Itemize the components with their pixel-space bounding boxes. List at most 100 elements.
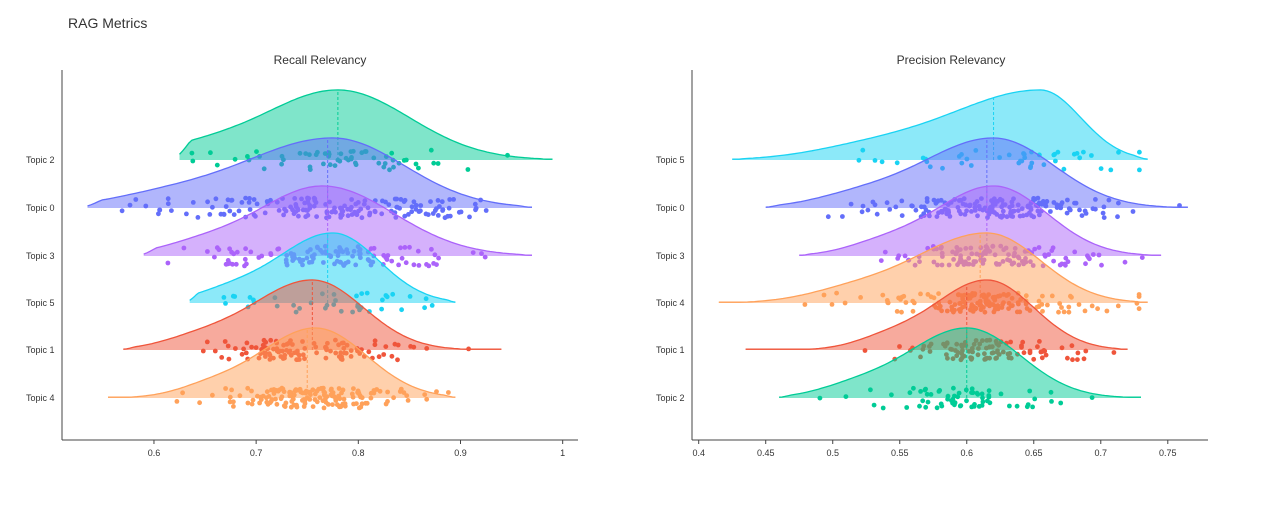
recall-relevancy-topic-4-point xyxy=(336,393,342,399)
precision-relevancy-topic-2-point xyxy=(1058,400,1064,406)
recall-relevancy-topic-4-point xyxy=(231,404,236,409)
precision-relevancy-topic-2-point xyxy=(843,394,849,399)
recall-relevancy-topic-4-point xyxy=(383,401,389,407)
recall-relevancy-topic-4-point xyxy=(398,386,404,392)
precision-relevancy-topic-0-point xyxy=(1041,201,1047,207)
recall-relevancy-topic-0-point xyxy=(165,201,171,207)
recall-relevancy-topic-4-point xyxy=(336,386,342,391)
precision-relevancy-topic-4-point xyxy=(829,302,835,307)
recall-relevancy-topic-0-point xyxy=(423,211,429,217)
recall-relevancy-topic-2-point xyxy=(254,149,259,155)
precision-relevancy-topic-0-point xyxy=(913,207,919,213)
precision-relevancy-topic-4-point xyxy=(1104,308,1110,314)
recall-relevancy-topic-5-point xyxy=(380,297,385,303)
recall-relevancy-topic-0-point xyxy=(411,199,417,205)
recall-relevancy-topic-0-point xyxy=(236,208,242,214)
precision-relevancy-topic-2-point xyxy=(868,387,873,393)
recall-relevancy-topic-3-point xyxy=(411,262,417,268)
precision-relevancy-topic-5-point xyxy=(879,159,885,165)
recall-relevancy-topic-0-point xyxy=(195,215,201,220)
precision-relevancy-topic-2-point xyxy=(1049,399,1054,404)
recall-relevancy-topic-0-point xyxy=(205,199,211,205)
precision-relevancy-topic-0-point xyxy=(1100,210,1106,216)
precision-relevancy-topic-3-point xyxy=(1059,261,1065,267)
precision-relevancy-topic-4-point xyxy=(1066,309,1072,315)
recall-relevancy-x-tick-label: 0.8 xyxy=(352,448,365,458)
precision-relevancy-topic-0-point xyxy=(887,207,893,212)
precision-relevancy-topic-0-point xyxy=(1064,210,1070,216)
precision-relevancy-topic-2-point xyxy=(918,389,923,394)
precision-relevancy-topic-2-point xyxy=(928,392,934,397)
recall-relevancy-topic-0-point xyxy=(478,197,483,203)
recall-relevancy-topic-0-point xyxy=(383,199,388,205)
precision-relevancy-topic-1-point xyxy=(1070,357,1075,363)
recall-relevancy-topic-3-point xyxy=(402,245,408,250)
precision-relevancy-category-label-topic-5: Topic 5 xyxy=(656,155,685,165)
precision-relevancy-x-tick-label: 0.6 xyxy=(960,448,973,458)
precision-relevancy-topic-2-point xyxy=(1048,389,1054,395)
precision-relevancy-topic-0-point xyxy=(910,203,915,209)
precision-relevancy-topic-4-point xyxy=(1068,293,1073,299)
precision-relevancy-topic-2-point xyxy=(969,390,974,395)
recall-relevancy-topic-3-density-fill xyxy=(143,185,532,256)
recall-relevancy-topic-4-point xyxy=(310,387,316,393)
recall-relevancy-topic-4-density-fill xyxy=(108,328,456,398)
precision-relevancy-topic-0-point xyxy=(1079,213,1085,219)
precision-relevancy-topic-2-point xyxy=(971,403,977,409)
recall-relevancy-x-tick-label: 0.9 xyxy=(454,448,467,458)
recall-relevancy-topic-1-point xyxy=(239,351,245,357)
precision-relevancy-topic-3-point xyxy=(882,249,888,255)
precision-relevancy-topic-3-density-fill xyxy=(799,186,1162,256)
recall-relevancy-topic-0-point xyxy=(243,195,249,201)
recall-relevancy-topic-0-point xyxy=(417,209,422,214)
recall-relevancy-topic-0-point xyxy=(231,212,237,218)
precision-relevancy-topic-3-point xyxy=(1042,252,1048,258)
recall-relevancy-topic-0-point xyxy=(213,196,219,202)
recall-relevancy-topic-0-point xyxy=(247,196,252,201)
recall-relevancy-topic-4-point xyxy=(318,386,324,391)
recall-relevancy-topic-1-point xyxy=(243,350,249,356)
recall-relevancy-topic-0-point xyxy=(409,209,415,215)
recall-relevancy-topic-0-point xyxy=(401,199,407,205)
recall-relevancy-topic-4-point xyxy=(245,385,251,391)
precision-relevancy-topic-0-density-fill xyxy=(765,138,1188,208)
precision-relevancy-topic-1-point xyxy=(1111,350,1117,355)
recall-relevancy-topic-5-point xyxy=(423,296,429,302)
precision-relevancy-topic-3-point xyxy=(1122,259,1128,265)
precision-relevancy-topic-5-point xyxy=(1089,153,1094,158)
recall-relevancy-topic-5-point xyxy=(223,301,228,306)
recall-relevancy-topic-4-point xyxy=(294,402,299,408)
precision-relevancy-category-label-topic-4: Topic 4 xyxy=(656,298,685,308)
precision-relevancy-topic-3-point xyxy=(1046,252,1052,257)
precision-relevancy-topic-2-point xyxy=(976,404,982,409)
recall-relevancy-topic-3-point xyxy=(436,255,441,261)
recall-relevancy-topic-0-point xyxy=(190,200,196,205)
recall-relevancy-topic-0-point xyxy=(229,197,235,203)
recall-relevancy-topic-3-point xyxy=(234,249,240,255)
precision-relevancy-topic-4-point xyxy=(928,294,934,300)
recall-relevancy-topic-4-point xyxy=(324,394,330,399)
recall-relevancy-topic-1-point xyxy=(424,346,430,351)
precision-relevancy-topic-2-point xyxy=(985,398,990,404)
precision-relevancy-topic-2-point xyxy=(974,390,980,396)
recall-relevancy-topic-0-point xyxy=(156,211,161,217)
recall-relevancy-topic-3-density-line xyxy=(143,185,532,256)
recall-relevancy-topic-4-point xyxy=(351,401,356,407)
recall-relevancy-topic-2-density-line xyxy=(179,89,553,160)
precision-relevancy-topic-2-point xyxy=(950,400,955,406)
recall-relevancy-topic-4-point xyxy=(321,405,327,411)
precision-relevancy-topic-5-point xyxy=(1053,158,1058,164)
recall-relevancy-topic-3-point xyxy=(181,245,187,251)
precision-relevancy-topic-3-point xyxy=(1096,252,1102,258)
recall-relevancy-topic-5-point xyxy=(422,305,427,311)
recall-relevancy-topic-4-point xyxy=(368,390,374,396)
precision-relevancy-topic-4-point xyxy=(936,291,941,296)
recall-relevancy-topic-5-point xyxy=(429,303,435,308)
precision-relevancy-topic-2-point xyxy=(952,393,957,399)
recall-relevancy-topic-4-point xyxy=(273,396,278,402)
precision-relevancy-topic-2-point xyxy=(1007,403,1012,409)
precision-relevancy-topic-0-point xyxy=(1072,200,1077,206)
recall-relevancy-topic-1-point xyxy=(244,340,250,346)
precision-relevancy-topic-2-point xyxy=(1014,403,1020,409)
precision-relevancy-topic-1-point xyxy=(1008,339,1013,345)
